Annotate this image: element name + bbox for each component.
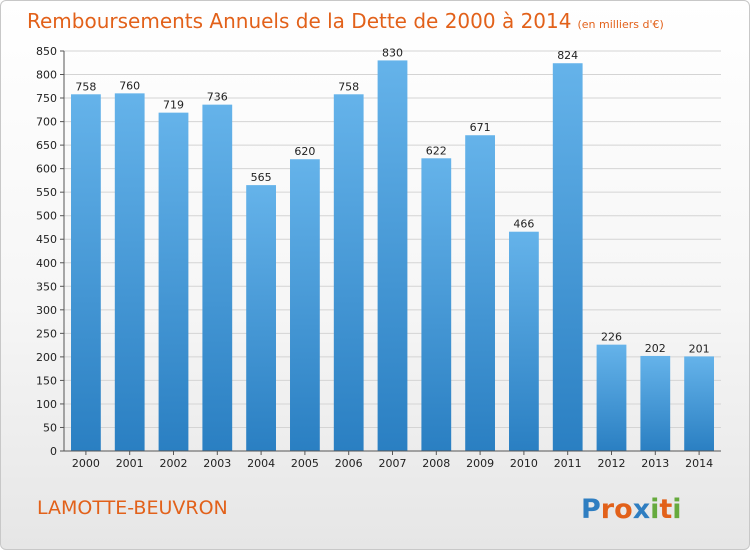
x-tick-label: 2012	[598, 457, 626, 470]
city-name: LAMOTTE-BEUVRON	[37, 497, 228, 519]
bar-2008	[421, 158, 452, 451]
chart-title-line: Remboursements Annuels de la Dette de 20…	[27, 9, 664, 33]
bar-2002	[158, 112, 189, 451]
y-tick-label: 100	[36, 398, 57, 411]
bar-2010	[509, 231, 539, 451]
value-label: 622	[426, 144, 447, 157]
bar-2009	[465, 135, 495, 451]
y-tick-label: 650	[36, 139, 57, 152]
chart-title: Remboursements Annuels de la Dette de 20…	[27, 9, 572, 33]
x-tick-label: 2000	[72, 457, 100, 470]
bar-2011	[552, 63, 583, 452]
y-tick-label: 750	[36, 92, 57, 105]
logo-letter: i	[650, 494, 659, 525]
x-tick-label: 2008	[422, 457, 450, 470]
y-tick-label: 850	[36, 45, 57, 58]
y-tick-label: 150	[36, 374, 57, 387]
x-tick-label: 2014	[685, 457, 713, 470]
bar-2007	[377, 60, 408, 451]
x-axis: 2000 2001 2002 2003 2004 2005 2006 2007 2008 2009…	[64, 450, 721, 470]
value-label: 736	[207, 91, 228, 104]
x-tick-label: 2009	[466, 457, 494, 470]
bar-2001	[114, 93, 145, 452]
value-label: 671	[470, 121, 491, 134]
y-tick-label: 700	[36, 116, 57, 129]
bar-2000	[71, 94, 101, 451]
bar-2012	[596, 344, 627, 451]
y-tick-label: 800	[36, 69, 57, 82]
x-tick-label: 2007	[379, 457, 407, 470]
value-label: 201	[689, 342, 710, 355]
x-tick-label: 2001	[116, 457, 144, 470]
x-tick-label: 2011	[554, 457, 582, 470]
y-tick-label: 400	[36, 257, 57, 270]
x-tick-label: 2010	[510, 457, 538, 470]
y-tick-label: 250	[36, 327, 57, 340]
bar-2006	[333, 94, 364, 451]
y-axis: 0 50 100 150 200 250 300 350 400 450 500 550 600 650 7…	[36, 45, 65, 458]
y-tick-label: 0	[50, 445, 57, 458]
y-tick-label: 200	[36, 351, 57, 364]
value-label: 226	[601, 331, 622, 344]
value-label: 565	[251, 171, 272, 184]
bar-2014	[684, 356, 714, 451]
y-tick-label: 350	[36, 280, 57, 293]
logo-letter: r	[601, 494, 615, 525]
value-label: 758	[75, 80, 96, 93]
value-label: 758	[338, 80, 359, 93]
bar-2004	[246, 185, 276, 451]
y-tick-label: 300	[36, 304, 57, 317]
logo-letter: i	[672, 494, 681, 525]
bars: 758 760 719 736 565 620 758 830 622 671 466 824 226 2…	[71, 46, 714, 452]
value-label: 620	[294, 145, 315, 158]
value-label: 830	[382, 46, 403, 59]
x-tick-label: 2013	[641, 457, 669, 470]
y-tick-label: 50	[43, 421, 57, 434]
bar-2005	[290, 159, 320, 451]
x-tick-label: 2003	[203, 457, 231, 470]
y-tick-label: 600	[36, 163, 57, 176]
y-tick-label: 500	[36, 210, 57, 223]
value-label: 466	[513, 218, 534, 231]
value-label: 824	[557, 49, 578, 62]
x-tick-label: 2006	[335, 457, 363, 470]
value-label: 202	[645, 342, 666, 355]
value-label: 760	[119, 79, 140, 92]
logo-letter: P	[581, 494, 601, 525]
logo-letter: o	[614, 494, 633, 525]
logo-letter: t	[659, 494, 672, 525]
logo-letter: x	[633, 494, 650, 525]
x-tick-label: 2004	[247, 457, 275, 470]
x-tick-label: 2002	[160, 457, 188, 470]
bar-2013	[640, 355, 671, 451]
value-label: 719	[163, 99, 184, 112]
x-tick-label: 2005	[291, 457, 319, 470]
proxiti-logo: Proxiti	[581, 494, 682, 525]
bar-2003	[202, 104, 233, 451]
svg-text:Proxiti: Proxiti	[581, 494, 682, 525]
y-tick-label: 550	[36, 186, 57, 199]
chart-subtitle: (en milliers d'€)	[577, 18, 664, 31]
y-tick-label: 450	[36, 233, 57, 246]
